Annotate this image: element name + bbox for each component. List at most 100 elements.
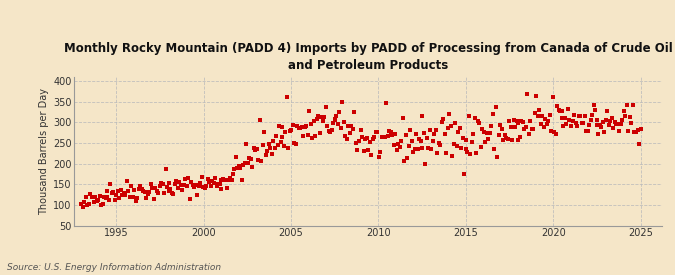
Point — [399, 159, 410, 163]
Point — [220, 178, 231, 183]
Point — [326, 128, 337, 133]
Point — [463, 114, 474, 119]
Point — [108, 189, 119, 194]
Point — [343, 124, 354, 128]
Point — [364, 139, 375, 144]
Point — [426, 147, 437, 152]
Point — [396, 139, 406, 143]
Point — [517, 120, 528, 125]
Point — [550, 132, 561, 136]
Point — [354, 139, 364, 143]
Point — [262, 148, 273, 153]
Point — [446, 124, 456, 128]
Title: Monthly Rocky Mountain (PADD 4) Imports by PADD of Processing from Canada of Cru: Monthly Rocky Mountain (PADD 4) Imports … — [63, 42, 672, 72]
Point — [102, 195, 113, 200]
Point — [189, 185, 200, 189]
Point — [344, 131, 355, 136]
Point — [268, 139, 279, 143]
Point — [394, 145, 405, 149]
Point — [529, 111, 540, 116]
Point — [295, 126, 306, 130]
Point — [163, 181, 174, 185]
Point — [456, 146, 466, 150]
Point — [364, 140, 375, 145]
Point — [616, 122, 626, 127]
Point — [173, 180, 184, 184]
Point — [263, 142, 274, 147]
Point — [247, 164, 258, 169]
Point — [416, 145, 427, 150]
Point — [332, 122, 343, 126]
Point — [277, 125, 288, 130]
Point — [605, 119, 616, 123]
Point — [539, 125, 549, 129]
Point — [591, 117, 602, 122]
Point — [96, 203, 107, 208]
Point — [350, 141, 361, 145]
Point — [150, 185, 161, 190]
Point — [504, 119, 514, 123]
Point — [373, 155, 384, 159]
Point — [561, 122, 572, 127]
Point — [111, 192, 122, 197]
Point — [272, 143, 283, 147]
Point — [516, 119, 526, 123]
Point — [566, 123, 576, 128]
Point — [481, 131, 492, 136]
Point — [358, 148, 369, 153]
Point — [388, 143, 399, 147]
Point — [506, 125, 516, 129]
Point — [528, 127, 539, 131]
Point — [595, 122, 605, 127]
Point — [186, 180, 196, 184]
Point — [274, 123, 285, 128]
Point — [583, 129, 593, 133]
Point — [533, 114, 543, 118]
Point — [546, 128, 557, 133]
Point — [97, 201, 108, 206]
Point — [215, 178, 226, 182]
Point — [355, 128, 366, 132]
Point — [226, 178, 237, 182]
Point — [142, 191, 153, 196]
Point — [159, 191, 169, 195]
Point — [587, 113, 597, 118]
Point — [157, 182, 168, 186]
Point — [525, 119, 536, 123]
Point — [460, 138, 471, 142]
Point — [402, 156, 412, 160]
Point — [493, 133, 504, 137]
Point — [281, 95, 292, 99]
Point — [405, 128, 416, 132]
Point — [101, 196, 111, 200]
Point — [166, 191, 177, 196]
Point — [603, 123, 614, 128]
Point — [421, 136, 432, 141]
Point — [590, 108, 601, 113]
Point — [356, 134, 367, 139]
Point — [235, 166, 246, 170]
Point — [381, 100, 392, 105]
Point — [522, 92, 533, 96]
Point — [612, 121, 623, 126]
Point — [483, 137, 493, 141]
Point — [626, 120, 637, 125]
Point — [526, 127, 537, 131]
Point — [103, 198, 114, 202]
Point — [448, 141, 459, 146]
Point — [513, 121, 524, 125]
Point — [543, 119, 554, 123]
Point — [242, 161, 253, 165]
Point — [302, 133, 313, 138]
Point — [92, 198, 103, 202]
Point — [128, 195, 138, 200]
Point — [254, 118, 265, 122]
Point — [322, 124, 333, 129]
Point — [192, 193, 202, 197]
Point — [90, 194, 101, 199]
Point — [452, 144, 462, 148]
Point — [194, 181, 205, 185]
Point — [375, 150, 385, 155]
Point — [340, 134, 351, 139]
Point — [634, 142, 645, 146]
